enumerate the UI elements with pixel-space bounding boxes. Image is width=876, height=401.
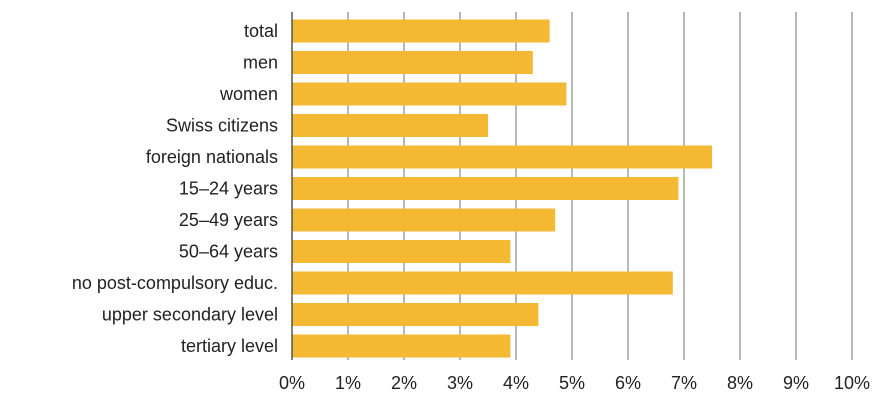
x-tick-label-0: 0% [279, 373, 305, 393]
x-tick-label-1: 1% [335, 373, 361, 393]
bar-9 [292, 303, 538, 326]
x-tick-label-7: 7% [671, 373, 697, 393]
x-tick-label-5: 5% [559, 373, 585, 393]
bar-0 [292, 20, 550, 43]
bar-1 [292, 51, 533, 74]
category-label-9: upper secondary level [102, 305, 278, 325]
bar-10 [292, 335, 510, 358]
category-label-1: men [243, 53, 278, 73]
x-tick-label-6: 6% [615, 373, 641, 393]
x-tick-label-10: 10% [834, 373, 870, 393]
bar-3 [292, 114, 488, 137]
category-label-8: no post-compulsory educ. [72, 273, 278, 293]
x-tick-label-2: 2% [391, 373, 417, 393]
bar-6 [292, 209, 555, 232]
x-tick-label-4: 4% [503, 373, 529, 393]
category-label-5: 15–24 years [179, 179, 278, 199]
category-label-0: total [244, 21, 278, 41]
category-label-4: foreign nationals [146, 147, 278, 167]
bar-7 [292, 240, 510, 263]
bar-8 [292, 272, 673, 295]
category-label-10: tertiary level [181, 336, 278, 356]
category-label-7: 50–64 years [179, 242, 278, 262]
category-label-6: 25–49 years [179, 210, 278, 230]
category-label-3: Swiss citizens [166, 116, 278, 136]
category-label-2: women [219, 84, 278, 104]
bar-5 [292, 177, 678, 200]
x-tick-label-9: 9% [783, 373, 809, 393]
x-tick-label-3: 3% [447, 373, 473, 393]
bar-4 [292, 146, 712, 169]
x-tick-label-8: 8% [727, 373, 753, 393]
bar-2 [292, 83, 566, 106]
